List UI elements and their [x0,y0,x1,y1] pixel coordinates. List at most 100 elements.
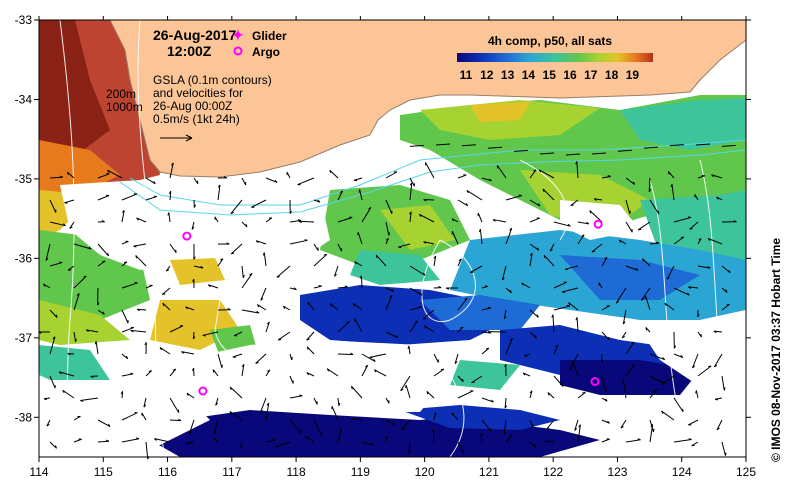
colorbar-tick-label: 17 [584,68,598,82]
velocity-arrow [692,353,699,369]
velocity-arrow [265,439,276,443]
velocity-arrowhead [351,418,355,421]
velocity-arrowhead [605,398,608,402]
velocity-arrow [297,177,315,186]
velocity-arrowhead [569,367,573,371]
velocity-arrowhead [227,308,231,311]
velocity-arrow [469,265,483,273]
velocity-arrowhead [344,285,348,288]
velocity-arrow [275,441,291,448]
velocity-arrow [529,243,540,251]
velocity-arrowhead [653,389,657,392]
velocity-arrow [454,353,459,364]
x-tick-label: 119 [351,465,370,479]
velocity-arrow [649,424,654,443]
velocity-arrowhead [385,237,389,241]
velocity-arrowhead [350,386,353,390]
velocity-arrow [640,287,651,301]
velocity-arrowhead [451,412,454,416]
argo-float-marker [593,219,603,229]
velocity-arrowhead [400,388,404,392]
velocity-arrowhead [52,336,56,340]
velocity-arrow [398,243,411,248]
velocity-arrowhead [385,435,388,439]
velocity-arrow [625,364,635,377]
velocity-arrowhead [97,302,100,306]
velocity-arrowhead [62,390,65,394]
velocity-arrowhead [466,190,469,194]
velocity-arrowhead [46,423,50,427]
velocity-arrow [73,243,92,250]
colorbar-tick-label: 12 [480,68,494,82]
velocity-arrowhead [578,424,581,428]
velocity-arrow [622,309,627,325]
velocity-arrowhead [568,302,571,306]
velocity-arrow [574,419,579,431]
velocity-arrow [553,344,559,355]
x-tick-label: 117 [222,465,241,479]
velocity-arrowhead [648,188,652,193]
velocity-arrow [409,287,423,296]
velocity-arrowhead [409,211,412,215]
x-tick-label: 124 [672,465,692,479]
velocity-arrowhead [260,410,263,413]
velocity-arrow [313,243,319,251]
y-tick-label: -38 [15,410,33,424]
velocity-arrow [505,338,513,355]
velocity-arrow [313,253,328,267]
velocity-arrowhead [414,320,418,323]
velocity-arrow [666,265,675,280]
velocity-arrowhead [350,352,354,355]
velocity-arrow [130,329,147,333]
velocity-arrowhead [438,285,442,289]
velocity-arrowhead [419,292,423,296]
velocity-arrow [233,331,243,337]
velocity-arrowhead [154,438,158,441]
velocity-arrowhead [733,220,737,223]
velocity-arrow [86,329,99,333]
velocity-arrowhead [69,226,73,229]
velocity-arrowhead [213,437,216,441]
velocity-arrow [461,144,477,147]
velocity-arrow [313,397,318,405]
velocity-arrowhead [485,347,489,350]
velocity-arrow [283,305,291,311]
velocity-arrow [354,318,363,333]
velocity-arrowhead [542,188,545,193]
velocity-arrowhead [604,256,608,260]
velocity-arrowhead [101,220,105,223]
velocity-arrow [481,347,490,355]
velocity-arrowhead [716,196,719,200]
velocity-arrowhead [353,179,358,182]
x-tick-label: 120 [415,465,435,479]
velocity-arrowhead [424,325,427,329]
velocity-arrow [457,258,462,267]
velocity-arrowhead [191,226,195,230]
velocity-arrowhead [185,442,189,445]
velocity-arrowhead [107,252,110,257]
velocity-arrow [169,397,180,413]
velocity-arrowhead [533,169,537,172]
velocity-arrow [385,419,396,426]
velocity-arrowhead [300,430,302,434]
velocity-arrowhead [723,387,726,391]
velocity-arrowhead [373,358,376,362]
velocity-arrow [513,149,529,152]
velocity-arrow [477,212,483,223]
velocity-arrow [289,375,294,384]
velocity-arrowhead [418,213,422,217]
velocity-arrowhead [220,258,224,261]
velocity-arrow [419,213,435,223]
velocity-arrow [529,217,540,223]
velocity-arrow [159,347,171,355]
velocity-arrow [145,370,152,377]
velocity-arrow [601,305,610,311]
velocity-arrow [169,191,172,201]
velocity-arrowhead [622,321,626,325]
velocity-arrowhead [94,341,97,345]
velocity-arrowhead [75,338,77,342]
x-tick-label: 121 [479,465,499,479]
velocity-arrowhead [664,302,667,306]
velocity-arrowhead [90,375,94,379]
